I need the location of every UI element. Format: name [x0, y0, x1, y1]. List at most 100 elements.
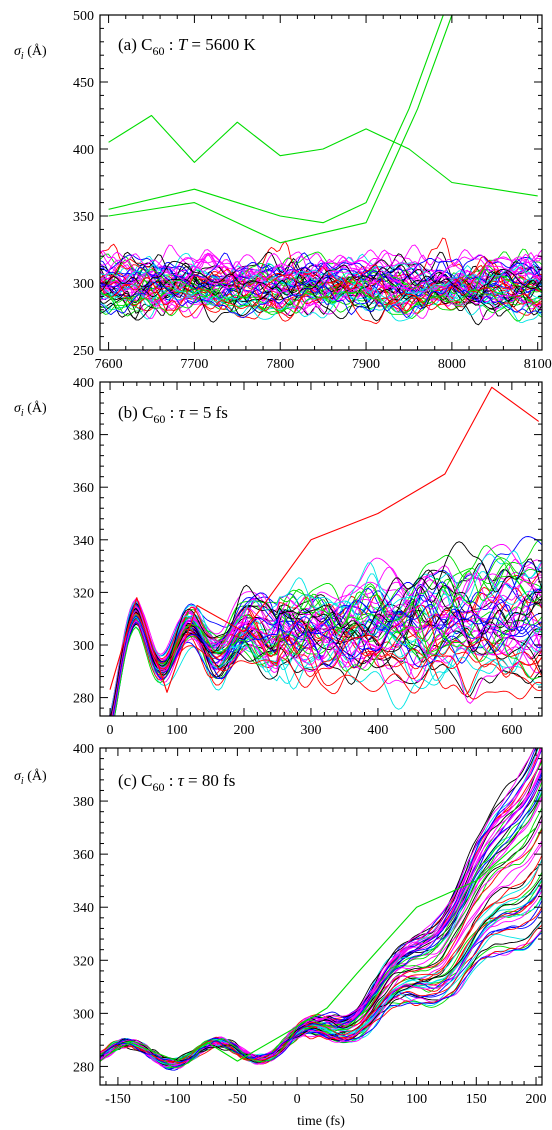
series-line-55 [100, 253, 542, 293]
y-tick-label: 400 [73, 143, 94, 158]
series-line-53 [109, 550, 542, 716]
series-line-10 [109, 536, 542, 716]
y-tick-label: 340 [73, 534, 94, 549]
series-line-48 [100, 249, 542, 289]
panel-a-ticks: 7600 7700 7800 7900 8000 8100 250 300 350 400 450 5… [73, 9, 552, 372]
series-line-17 [100, 252, 542, 297]
y-tick-label: 280 [73, 692, 94, 707]
x-tick-label: 150 [466, 1092, 487, 1107]
series-line-43 [100, 255, 542, 311]
panel-b: 0 100 200 300 400 500 600 280 300 320 340 360 380 400… [14, 376, 543, 738]
series-line-55 [100, 889, 542, 1068]
x-tick-label: -50 [228, 1092, 247, 1107]
panel-b-title: (b) C60 : τ = 5 fs [118, 403, 228, 426]
panel-c-ylabel: σi (Å) [14, 768, 47, 787]
y-tick-label: 250 [73, 344, 94, 359]
x-tick-label: 0 [294, 1092, 301, 1107]
panel-b-ticks: 0 100 200 300 400 500 600 280 300 320 340 360 380 400 [73, 376, 542, 738]
panel-c-title: (c) C60 : τ = 80 fs [118, 771, 235, 794]
series-line-46 [100, 276, 542, 314]
panel-a-title: (a) C60 : T = 5600 K [118, 35, 257, 58]
y-tick-label: 320 [73, 954, 94, 969]
series-line-56 [110, 541, 542, 716]
x-tick-label: 8100 [524, 357, 552, 372]
y-tick-label: 450 [73, 76, 94, 91]
series-line-26 [112, 571, 542, 716]
y-tick-label: 300 [73, 639, 94, 654]
series-line-22 [109, 571, 542, 716]
y-tick-label: 400 [73, 742, 94, 757]
series-line-36 [100, 273, 542, 319]
series-line-46 [100, 879, 542, 1068]
series-line-58 [114, 558, 542, 716]
series-line-57 [112, 612, 542, 716]
series-line-53 [100, 263, 542, 309]
y-tick-label: 500 [73, 9, 94, 24]
y-tick-label: 380 [73, 429, 94, 444]
panel-a: 7600 7700 7800 7900 8000 8100 250 300 350 400 450 5… [14, 9, 552, 372]
notable-series-0 [109, 386, 540, 693]
series-line-52 [100, 252, 542, 289]
series-line-39 [100, 889, 542, 1065]
series-line-41 [100, 929, 542, 1065]
x-tick-label: 50 [350, 1092, 364, 1107]
x-tick-label: 8000 [438, 357, 466, 372]
notable-series-0 [108, 114, 538, 197]
series-line-4 [100, 930, 542, 1066]
y-tick-label: 380 [73, 795, 94, 810]
y-tick-label: 400 [73, 376, 94, 391]
series-line-49 [100, 270, 542, 323]
panel-c-ticks: -150 -100 -50 0 50 100 150 200 280 300 320 340 360 38… [73, 742, 547, 1107]
series-line-58 [100, 807, 542, 1068]
series-line-30 [114, 606, 542, 716]
x-tick-label: 300 [300, 723, 321, 738]
x-tick-label: -100 [165, 1092, 191, 1107]
y-tick-label: 320 [73, 586, 94, 601]
series-line-59 [100, 281, 542, 319]
x-tick-label: 100 [406, 1092, 427, 1107]
y-tick-label: 280 [73, 1060, 94, 1075]
x-tick-label: 7600 [95, 357, 123, 372]
y-tick-label: 340 [73, 901, 94, 916]
y-tick-label: 350 [73, 210, 94, 225]
x-axis-label: time (fs) [297, 1114, 345, 1129]
x-tick-label: 7800 [266, 357, 294, 372]
y-tick-label: 360 [73, 848, 94, 863]
x-tick-label: 600 [501, 723, 522, 738]
series-line-50 [110, 604, 542, 716]
x-tick-label: -150 [105, 1092, 131, 1107]
series-line-52 [100, 932, 542, 1067]
panel-a-lines [100, 15, 542, 326]
y-tick-label: 300 [73, 277, 94, 292]
series-line-57 [100, 274, 542, 325]
series-line-59 [112, 604, 542, 716]
x-tick-label: 200 [526, 1092, 547, 1107]
panel-a-frame [99, 14, 543, 351]
series-line-3 [100, 900, 542, 1064]
panel-b-ylabel: σi (Å) [14, 400, 47, 419]
x-tick-label: 100 [167, 723, 188, 738]
series-line-20 [100, 883, 542, 1069]
y-tick-label: 360 [73, 481, 94, 496]
series-line-48 [113, 579, 542, 716]
panel-c: -150 -100 -50 0 50 100 150 200 280 300 320 340 360 38… [14, 742, 547, 1107]
series-line-37 [100, 880, 542, 1069]
panel-c-lines [100, 748, 542, 1071]
series-line-54 [100, 748, 535, 1066]
panel-b-lines [109, 386, 542, 716]
series-line-50 [100, 924, 542, 1064]
notable-series-2 [108, 15, 453, 244]
series-line-56 [100, 260, 542, 302]
series-line-48 [100, 748, 542, 1063]
x-tick-label: 500 [434, 723, 455, 738]
notable-series-0 [105, 827, 537, 1062]
x-tick-label: 7700 [180, 357, 208, 372]
series-line-23 [100, 930, 542, 1061]
series-line-45 [100, 254, 542, 297]
panel-b-frame [99, 381, 543, 717]
x-tick-label: 0 [107, 723, 114, 738]
x-tick-label: 7900 [352, 357, 380, 372]
panel-a-ylabel: σi (Å) [14, 43, 47, 62]
x-tick-label: 200 [233, 723, 254, 738]
